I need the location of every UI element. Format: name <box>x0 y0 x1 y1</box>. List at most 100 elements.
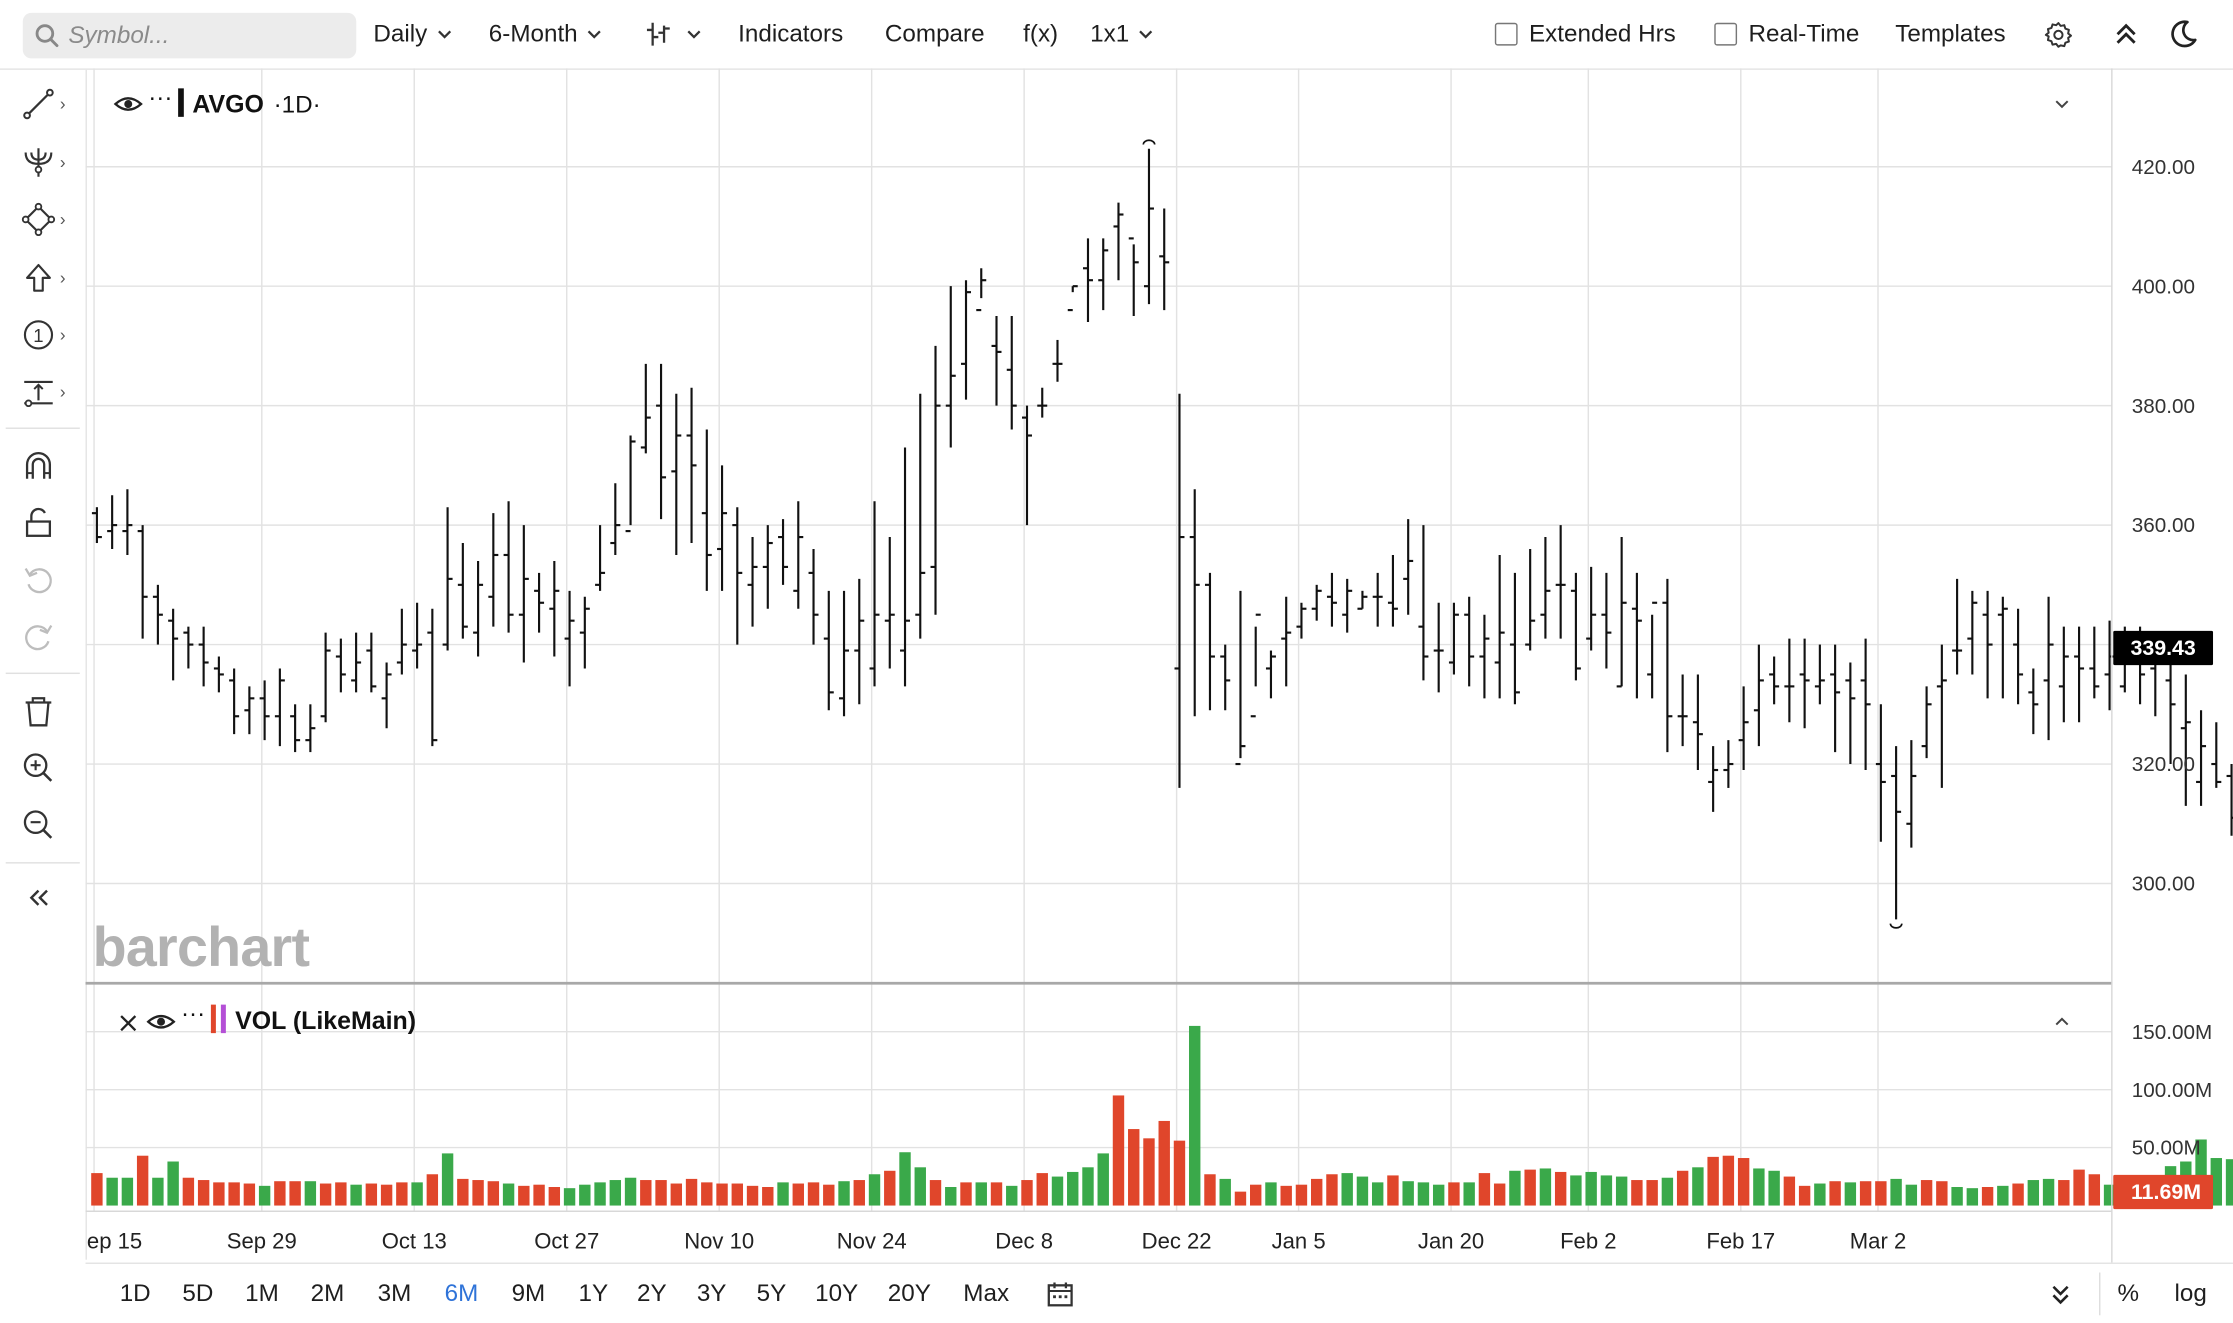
expand-arrow-icon[interactable]: › <box>59 381 66 402</box>
dark-mode-button[interactable] <box>2166 0 2200 68</box>
delete-tool[interactable] <box>20 690 77 733</box>
ohlc-bar <box>1570 572 1581 681</box>
ohlc-bar <box>488 513 499 627</box>
date-picker-button[interactable] <box>1046 1264 1075 1322</box>
svg-text:339.43: 339.43 <box>2130 636 2195 660</box>
ohlc-bar <box>274 668 285 747</box>
volume-bar <box>2103 1184 2116 1206</box>
undo-tool[interactable] <box>20 559 77 602</box>
expand-arrow-icon[interactable]: › <box>59 267 66 288</box>
volume-bar <box>1006 1185 1018 1206</box>
range-max[interactable]: Max <box>963 1278 1010 1307</box>
range-1y[interactable]: 1Y <box>578 1278 609 1307</box>
eye-icon[interactable] <box>146 1014 176 1029</box>
collapse-sidebar-button[interactable] <box>20 876 77 919</box>
line-tool-icon <box>23 88 54 120</box>
shapes-tool[interactable]: › <box>20 198 77 241</box>
lock-tool[interactable] <box>20 502 77 545</box>
layout-dropdown[interactable]: 1x1 <box>1090 0 1155 68</box>
volume-up-swatch[interactable] <box>220 1004 226 1034</box>
more-options-icon[interactable]: ··· <box>148 84 172 111</box>
volume-bars <box>91 1025 2233 1206</box>
ohlc-bar <box>1143 148 1154 305</box>
symbol-search[interactable] <box>22 12 357 59</box>
settings-button[interactable] <box>2043 0 2073 68</box>
volume-bar <box>624 1177 637 1206</box>
volume-bar <box>792 1183 804 1206</box>
bar-type-dropdown[interactable] <box>644 0 702 68</box>
period-dropdown[interactable]: 6-Month <box>489 0 604 68</box>
indicators-button[interactable]: Indicators <box>738 19 844 48</box>
volume-bar <box>868 1174 881 1206</box>
extended-hrs-checkbox[interactable] <box>1494 22 1518 46</box>
chevron-down-icon[interactable] <box>2055 100 2069 109</box>
volume-bar <box>1646 1180 1658 1206</box>
range-3m[interactable]: 3M <box>377 1278 412 1307</box>
compare-button[interactable]: Compare <box>884 19 985 48</box>
volume-bar <box>2058 1180 2070 1206</box>
range-5d[interactable]: 5D <box>182 1278 214 1307</box>
series-color-swatch[interactable] <box>178 88 184 117</box>
ohlc-bar <box>381 662 392 729</box>
range-6m[interactable]: 6M <box>444 1278 479 1307</box>
volume-axis[interactable]: 150.00M 100.00M 50.00M <box>2132 1021 2212 1160</box>
volume-bar <box>655 1180 667 1206</box>
range-3y[interactable]: 3Y <box>696 1278 727 1307</box>
arrow-tool[interactable]: › <box>20 257 77 300</box>
volume-bar <box>1814 1183 1826 1206</box>
expand-arrow-icon[interactable]: › <box>59 152 66 173</box>
measure-tool[interactable]: › <box>20 371 77 414</box>
real-time-checkbox[interactable] <box>1714 22 1738 46</box>
range-1d[interactable]: 1D <box>119 1278 151 1307</box>
ohlc-bar <box>1250 613 1261 718</box>
ohlc-bar <box>198 626 209 687</box>
ohlc-bar <box>991 316 1002 406</box>
interval-dropdown[interactable]: Daily <box>373 0 453 68</box>
close-icon[interactable] <box>120 1015 137 1032</box>
expand-panel-button[interactable] <box>2048 1264 2074 1322</box>
real-time-toggle[interactable]: Real-Time <box>1714 0 1859 68</box>
range-9m[interactable]: 9M <box>511 1278 546 1307</box>
volume-bar <box>1387 1175 1399 1206</box>
chevron-down-icon <box>437 30 451 39</box>
pitchfork-tool[interactable]: › <box>20 141 77 184</box>
range-1m[interactable]: 1M <box>245 1278 279 1307</box>
range-5y[interactable]: 5Y <box>756 1278 787 1307</box>
percent-scale-button[interactable]: % <box>2117 1278 2140 1307</box>
zoom-in-tool[interactable] <box>20 747 77 790</box>
volume-bar <box>1981 1187 1994 1206</box>
fx-button[interactable]: f(x) <box>1023 19 1059 48</box>
log-scale-button[interactable]: log <box>2174 1278 2207 1307</box>
collapse-toolbar-button[interactable] <box>2112 0 2141 68</box>
ohlc-bar <box>808 549 819 645</box>
number-marker-tool[interactable]: 1 › <box>20 314 77 357</box>
chevron-up-icon[interactable] <box>2055 1017 2069 1026</box>
extended-hrs-toggle[interactable]: Extended Hrs <box>1494 0 1676 68</box>
ohlc-bar <box>579 596 590 669</box>
zoom-out-tool[interactable] <box>20 804 77 847</box>
volume-down-swatch[interactable] <box>210 1004 216 1034</box>
expand-arrow-icon[interactable]: › <box>59 324 66 345</box>
volume-bar <box>1326 1174 1338 1206</box>
range-20y[interactable]: 20Y <box>887 1278 931 1307</box>
line-tool[interactable]: › <box>20 83 77 126</box>
more-options-icon[interactable]: ··· <box>181 1001 205 1028</box>
range-2m[interactable]: 2M <box>310 1278 345 1307</box>
price-axis[interactable]: 420.00 400.00 380.00 360.00 320.00 300.00 <box>2132 156 2195 896</box>
volume-bar <box>1539 1168 1552 1206</box>
volume-bar <box>1051 1176 1064 1206</box>
expand-arrow-icon[interactable]: › <box>59 209 66 230</box>
range-2y[interactable]: 2Y <box>636 1278 667 1307</box>
eye-icon[interactable] <box>113 97 143 111</box>
time-axis[interactable]: ep 15 Sep 29 Oct 13 Oct 27 Nov 10 Nov 24 Dec 8… <box>87 1228 1906 1253</box>
ohlc-bar <box>1433 602 1444 693</box>
templates-button[interactable]: Templates <box>1895 19 2006 48</box>
ohlc-bar <box>961 280 971 400</box>
redo-tool[interactable] <box>20 616 77 659</box>
expand-arrow-icon[interactable]: › <box>59 94 66 114</box>
volume-bar <box>609 1180 622 1206</box>
symbol-search-input[interactable] <box>65 19 343 52</box>
range-10y[interactable]: 10Y <box>815 1278 859 1307</box>
magnet-tool[interactable] <box>20 445 77 488</box>
